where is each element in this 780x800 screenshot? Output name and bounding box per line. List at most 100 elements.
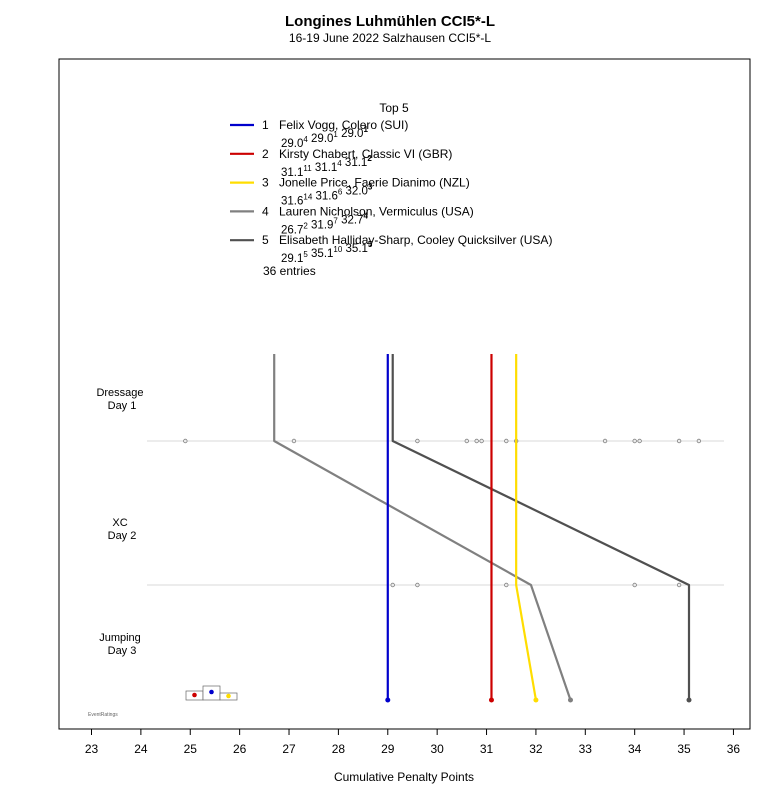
x-tick-label: 23 bbox=[85, 742, 99, 756]
legend-rank: 2 bbox=[262, 147, 269, 161]
series-end-point-rank-5 bbox=[686, 697, 692, 703]
legend-score-value: 31.1 bbox=[281, 167, 303, 179]
x-tick-label: 26 bbox=[233, 742, 247, 756]
field-dot-dressage bbox=[504, 438, 509, 444]
legend-score-rank: 7 bbox=[333, 216, 338, 225]
legend-score-rank: 6 bbox=[338, 188, 343, 197]
legend-score-value: 35.1 bbox=[308, 248, 334, 260]
legend-entry-scores: 31.614 31.66 32.03 bbox=[281, 183, 373, 208]
x-tick-label: 31 bbox=[480, 742, 494, 756]
legend-footer: 36 entries bbox=[263, 264, 316, 278]
legend-score-value: 29.0 bbox=[338, 128, 364, 140]
legend-score-rank: 4 bbox=[303, 135, 308, 144]
legend-score-rank: 5 bbox=[303, 250, 308, 259]
legend-entry-scores: 29.15 35.110 35.15 bbox=[281, 240, 373, 265]
x-tick-label: 32 bbox=[529, 742, 543, 756]
legend-entry-scores: 29.04 29.01 29.01 bbox=[281, 125, 368, 150]
plot-frame bbox=[58, 58, 751, 730]
legend-score-rank: 5 bbox=[368, 240, 373, 249]
field-dot-xc bbox=[390, 582, 395, 588]
x-tick-label: 36 bbox=[727, 742, 741, 756]
podium-icon bbox=[185, 685, 238, 701]
phase-label-line2: Day 1 bbox=[108, 400, 137, 412]
legend-score-value: 31.1 bbox=[312, 162, 338, 174]
series-end-point-rank-2 bbox=[488, 697, 494, 703]
x-tick-label: 24 bbox=[134, 742, 148, 756]
x-tick-label: 28 bbox=[332, 742, 346, 756]
legend-score-value: 32.7 bbox=[338, 214, 364, 226]
field-dot-dressage bbox=[632, 438, 637, 444]
x-tick-label: 34 bbox=[628, 742, 642, 756]
chart-subtitle: 16-19 June 2022 Salzhausen CCI5*-L bbox=[289, 31, 491, 45]
legend-score-rank: 2 bbox=[367, 154, 372, 163]
series-end-point-rank-3 bbox=[533, 697, 539, 703]
legend-rank: 3 bbox=[262, 176, 269, 190]
podium-dot-first bbox=[209, 689, 214, 695]
legend-rank: 4 bbox=[262, 204, 269, 218]
legend-score-rank: 11 bbox=[303, 164, 312, 173]
field-dot-dressage bbox=[676, 438, 682, 444]
chart-title: Longines Luhmühlen CCI5*-L bbox=[285, 13, 495, 30]
series-end-point-rank-1 bbox=[385, 697, 391, 703]
legend-score-rank: 10 bbox=[333, 245, 342, 254]
legend-score-rank: 2 bbox=[303, 221, 308, 230]
phase-label-line2: Day 3 bbox=[108, 645, 137, 657]
watermark-logo: EventRatings bbox=[88, 712, 118, 718]
legend-score-rank: 4 bbox=[337, 159, 342, 168]
legend-score-rank: 4 bbox=[363, 211, 368, 220]
field-dot-xc bbox=[415, 582, 420, 588]
legend-rank: 1 bbox=[262, 118, 269, 132]
legend-score-value: 29.0 bbox=[281, 138, 303, 150]
series-line-rank-3 bbox=[515, 354, 538, 701]
legend-entry-scores: 26.72 31.97 32.74 bbox=[281, 211, 368, 236]
phase-label-line2: Day 2 bbox=[108, 530, 137, 542]
field-dot-dressage bbox=[183, 438, 188, 444]
field-dot-xc bbox=[504, 582, 509, 588]
field-dot-dressage bbox=[474, 438, 479, 444]
field-dot-xc bbox=[676, 582, 682, 588]
field-dot-dressage bbox=[696, 438, 702, 444]
legend-entry-name: Jonelle Price, Faerie Dianimo (NZL) bbox=[279, 176, 470, 190]
legend-score-value: 29.1 bbox=[281, 253, 303, 265]
legend-score-rank: 3 bbox=[368, 183, 373, 192]
legend-score-rank: 1 bbox=[363, 125, 368, 134]
field-dot-xc bbox=[632, 582, 637, 588]
phase-label-line1: Dressage bbox=[96, 387, 143, 399]
legend-score-value: 32.0 bbox=[342, 186, 368, 198]
x-tick-label: 29 bbox=[381, 742, 395, 756]
field-dot-dressage bbox=[637, 438, 642, 444]
legend-score-value: 26.7 bbox=[281, 224, 303, 236]
x-tick-label: 30 bbox=[430, 742, 444, 756]
legend-score-rank: 14 bbox=[303, 193, 312, 202]
series-line-rank-5 bbox=[391, 354, 691, 700]
legend-rank: 5 bbox=[262, 233, 269, 247]
legend-entry-name: Felix Vogg, Colero (SUI) bbox=[279, 118, 408, 132]
phase-label-line1: Jumping bbox=[99, 632, 141, 644]
phase-label-line1: XC bbox=[112, 517, 127, 529]
legend-score-value: 29.0 bbox=[308, 133, 334, 145]
x-tick-label: 27 bbox=[282, 742, 296, 756]
legend-score-rank: 1 bbox=[333, 130, 338, 139]
legend-entry-name: Lauren Nicholson, Vermiculus (USA) bbox=[279, 204, 474, 218]
series-end-point-rank-4 bbox=[567, 697, 573, 703]
legend-title: Top 5 bbox=[379, 101, 409, 115]
podium-dot-third bbox=[226, 693, 231, 699]
legend-entry-scores: 31.111 31.14 31.12 bbox=[281, 154, 372, 179]
series-line-rank-4 bbox=[273, 354, 572, 701]
podium-dot-second bbox=[192, 692, 197, 698]
field-dot-dressage bbox=[602, 438, 608, 444]
field-dot-dressage bbox=[479, 438, 484, 444]
field-dot-dressage bbox=[291, 438, 297, 444]
legend-score-value: 31.6 bbox=[312, 191, 338, 203]
legend-score-value: 31.6 bbox=[281, 196, 303, 208]
x-axis-label: Cumulative Penalty Points bbox=[334, 770, 474, 784]
x-tick-label: 25 bbox=[184, 742, 198, 756]
x-tick-label: 33 bbox=[579, 742, 593, 756]
legend-score-value: 31.1 bbox=[342, 157, 368, 169]
legend-score-value: 35.1 bbox=[342, 243, 368, 255]
field-dot-dressage bbox=[415, 438, 420, 444]
field-dot-dressage bbox=[464, 438, 469, 444]
legend-entry-name: Kirsty Chabert, Classic VI (GBR) bbox=[279, 147, 452, 161]
x-tick-label: 35 bbox=[677, 742, 691, 756]
